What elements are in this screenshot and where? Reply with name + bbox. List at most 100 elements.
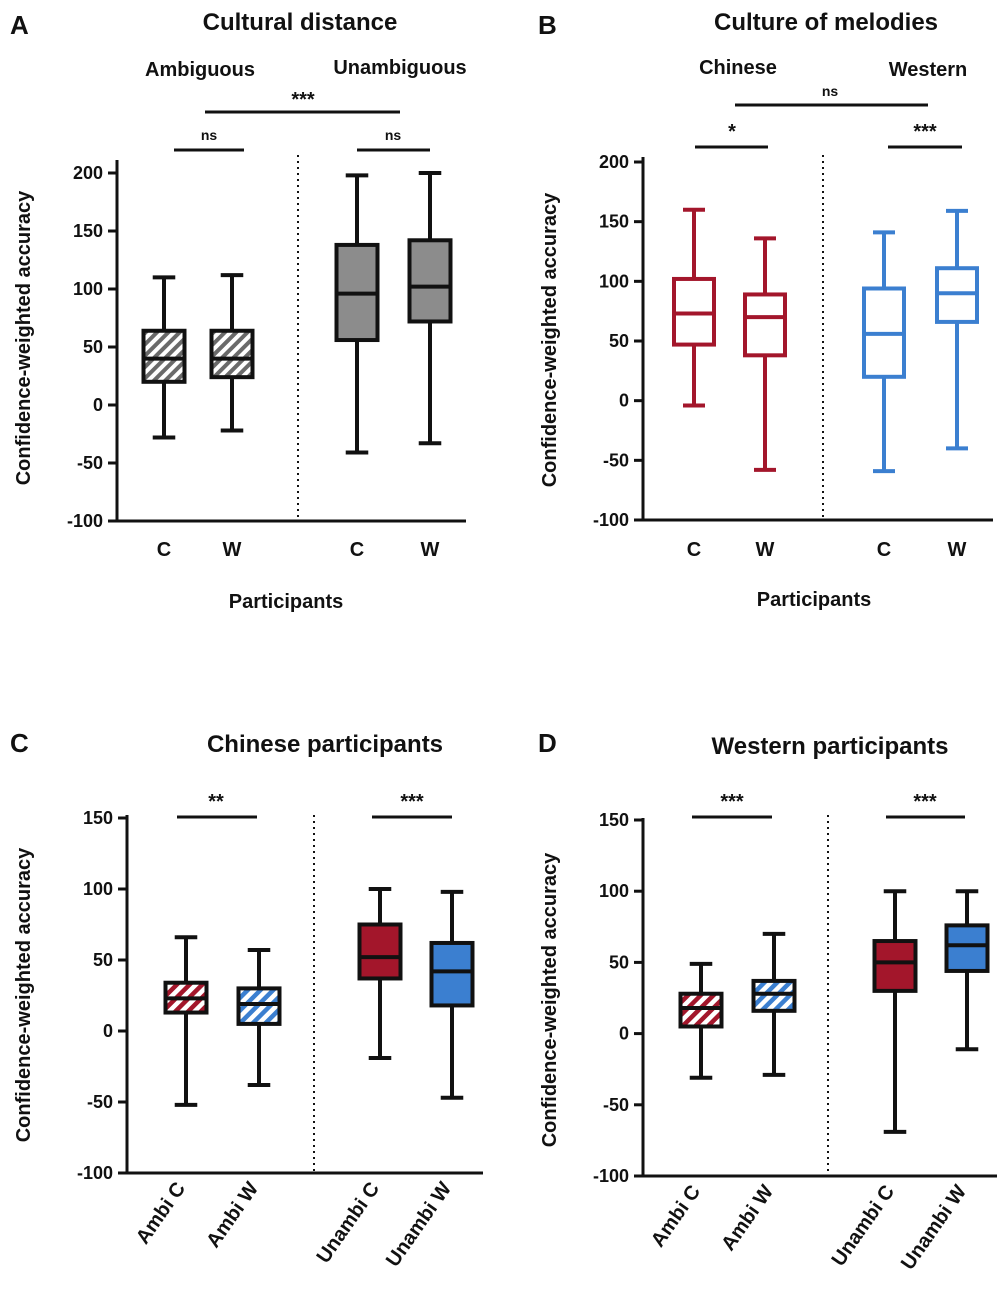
panel-c-sig-label-1: ** xyxy=(208,791,224,813)
panel-d-box-4-iqr-box xyxy=(944,923,990,973)
panel-b-y-tick-label-5: 100 xyxy=(599,271,629,291)
panel-b-y-tick-label-6: 150 xyxy=(599,212,629,232)
panel-letter-b: B xyxy=(538,10,557,40)
panel-b-y-tick-label-3: 0 xyxy=(619,391,629,411)
panel-a-box-4-iqr-box xyxy=(407,238,453,324)
panel-a-sig-label-2: ns xyxy=(385,127,402,143)
panel-d-significance: *** *** xyxy=(692,791,965,819)
panel-d-y-tick-label-4: 50 xyxy=(609,952,629,972)
panel-a-x-tick-labels: C W C W xyxy=(157,539,440,561)
panel-d-sig-label-2: *** xyxy=(913,791,937,813)
panel-b-x-tick-label-2: W xyxy=(756,539,775,561)
panel-c-y-tick-label-1: -100 xyxy=(77,1163,113,1183)
panel-b-box-2 xyxy=(743,236,787,472)
panel-d-y-axis xyxy=(641,815,997,1178)
panel-d-boxes xyxy=(678,889,990,1134)
panel-a-y-tick-label-3: 0 xyxy=(93,395,103,415)
panel-b: B Culture of melodies Chinese Western Co… xyxy=(538,9,993,611)
panel-b-y-tick-label-7: 200 xyxy=(599,152,629,172)
panel-c-y-ticks: -100 -50 0 50 100 150 xyxy=(77,808,127,1183)
panel-c-y-axis-title: Confidence-weighted accuracy xyxy=(13,847,35,1142)
panel-d-x-tick-label-4: Unambi W xyxy=(897,1181,971,1274)
panel-d-y-tick-label-1: -100 xyxy=(593,1166,629,1186)
panel-a-y-tick-label-7: 200 xyxy=(73,163,103,183)
panel-b-significance: * *** ns xyxy=(695,83,962,149)
panel-d-box-1-iqr-box xyxy=(678,991,724,1029)
panel-d-box-3 xyxy=(872,889,918,1134)
panel-a-boxes xyxy=(141,171,453,455)
panel-a-box-3 xyxy=(334,173,380,455)
panel-c-boxes xyxy=(163,887,475,1107)
panel-c-sig-label-2: *** xyxy=(400,791,424,813)
panel-b-x-tick-labels: C W C W xyxy=(687,539,967,561)
panel-b-sig-label-3: ns xyxy=(822,83,839,99)
panel-a-y-ticks: -100 -50 0 50 100 150 200 xyxy=(67,163,117,531)
panel-a-box-2-iqr-box xyxy=(209,328,255,380)
panel-a-box-1 xyxy=(141,275,187,440)
panel-d-y-tick-label-6: 150 xyxy=(599,810,629,830)
panel-b-box-1 xyxy=(672,207,716,408)
panel-a-group-label-2: Unambiguous xyxy=(333,57,466,79)
panel-d-title: Western participants xyxy=(712,733,949,760)
panel-a-x-axis-title: Participants xyxy=(229,591,343,613)
panel-d-y-tick-label-3: 0 xyxy=(619,1024,629,1044)
panel-letter-c: C xyxy=(10,728,29,758)
panel-b-box-3 xyxy=(862,230,906,474)
panel-a-x-tick-label-4: W xyxy=(421,539,440,561)
panel-b-x-tick-label-4: W xyxy=(948,539,967,561)
panel-c-significance: ** *** xyxy=(177,791,452,819)
panel-c-y-tick-label-6: 150 xyxy=(83,808,113,828)
panel-c-box-2-iqr-box xyxy=(236,986,282,1026)
panel-d-box-3-iqr-box xyxy=(872,939,918,993)
panel-b-boxes xyxy=(672,207,979,474)
panel-letter-a: A xyxy=(10,10,29,40)
panel-d-sig-label-1: *** xyxy=(720,791,744,813)
panel-b-box-2-iqr-box xyxy=(743,292,787,358)
panel-c-box-3-iqr-box xyxy=(357,922,403,981)
panel-b-x-tick-label-1: C xyxy=(687,539,701,561)
panel-c: C Chinese participants Confidence-weight… xyxy=(10,728,483,1271)
panel-b-sig-label-1: * xyxy=(728,121,736,143)
panel-d-y-axis-title: Confidence-weighted accuracy xyxy=(539,852,561,1147)
panel-c-y-tick-label-4: 50 xyxy=(93,950,113,970)
panel-a-box-1-iqr-box xyxy=(141,328,187,384)
panel-c-x-tick-label-2: Ambi W xyxy=(202,1178,263,1252)
panel-c-box-4-iqr-box xyxy=(429,940,475,1008)
panel-a-y-axis-title: Confidence-weighted accuracy xyxy=(13,190,35,485)
panel-a-y-tick-label-2: -50 xyxy=(77,453,103,473)
panel-a-box-2 xyxy=(209,273,255,433)
panel-a-sig-label-1: ns xyxy=(201,127,218,143)
panel-c-x-tick-label-1: Ambi C xyxy=(132,1178,190,1248)
panel-a-title: Cultural distance xyxy=(203,9,398,36)
panel-c-box-4 xyxy=(429,889,475,1100)
panel-c-y-tick-label-5: 100 xyxy=(83,879,113,899)
panel-b-y-tick-label-4: 50 xyxy=(609,331,629,351)
panel-a-sig-label-3: *** xyxy=(291,89,315,111)
panel-d-box-2-iqr-box xyxy=(751,978,797,1013)
panel-c-box-2 xyxy=(236,948,282,1087)
panel-c-y-tick-label-3: 0 xyxy=(103,1021,113,1041)
panel-b-sig-label-2: *** xyxy=(913,121,937,143)
panel-a-y-tick-label-5: 100 xyxy=(73,279,103,299)
panel-d-x-tick-label-3: Unambi C xyxy=(828,1181,900,1270)
panel-d-box-4 xyxy=(944,889,990,1052)
panel-b-y-ticks: -100 -50 0 50 100 150 200 xyxy=(593,152,643,530)
panel-a-y-tick-label-4: 50 xyxy=(83,337,103,357)
panel-b-y-axis-title: Confidence-weighted accuracy xyxy=(539,192,561,487)
panel-b-y-tick-label-2: -50 xyxy=(603,450,629,470)
panel-c-x-tick-label-4: Unambi W xyxy=(382,1178,456,1271)
panel-d-box-2 xyxy=(751,931,797,1077)
panel-d-x-tick-label-2: Ambi W xyxy=(717,1181,778,1255)
panel-b-x-axis-title: Participants xyxy=(757,589,871,611)
panel-d-y-tick-label-2: -50 xyxy=(603,1095,629,1115)
panel-c-y-axis xyxy=(125,815,483,1175)
panel-c-title: Chinese participants xyxy=(207,731,443,758)
panel-a-y-tick-label-6: 150 xyxy=(73,221,103,241)
panel-a-y-tick-label-1: -100 xyxy=(67,511,103,531)
panel-a-x-tick-label-2: W xyxy=(223,539,242,561)
panel-b-y-tick-label-1: -100 xyxy=(593,510,629,530)
panel-b-group-label-1: Chinese xyxy=(699,57,777,79)
panel-d-box-1 xyxy=(678,961,724,1080)
panel-c-x-tick-label-3: Unambi C xyxy=(313,1178,385,1267)
